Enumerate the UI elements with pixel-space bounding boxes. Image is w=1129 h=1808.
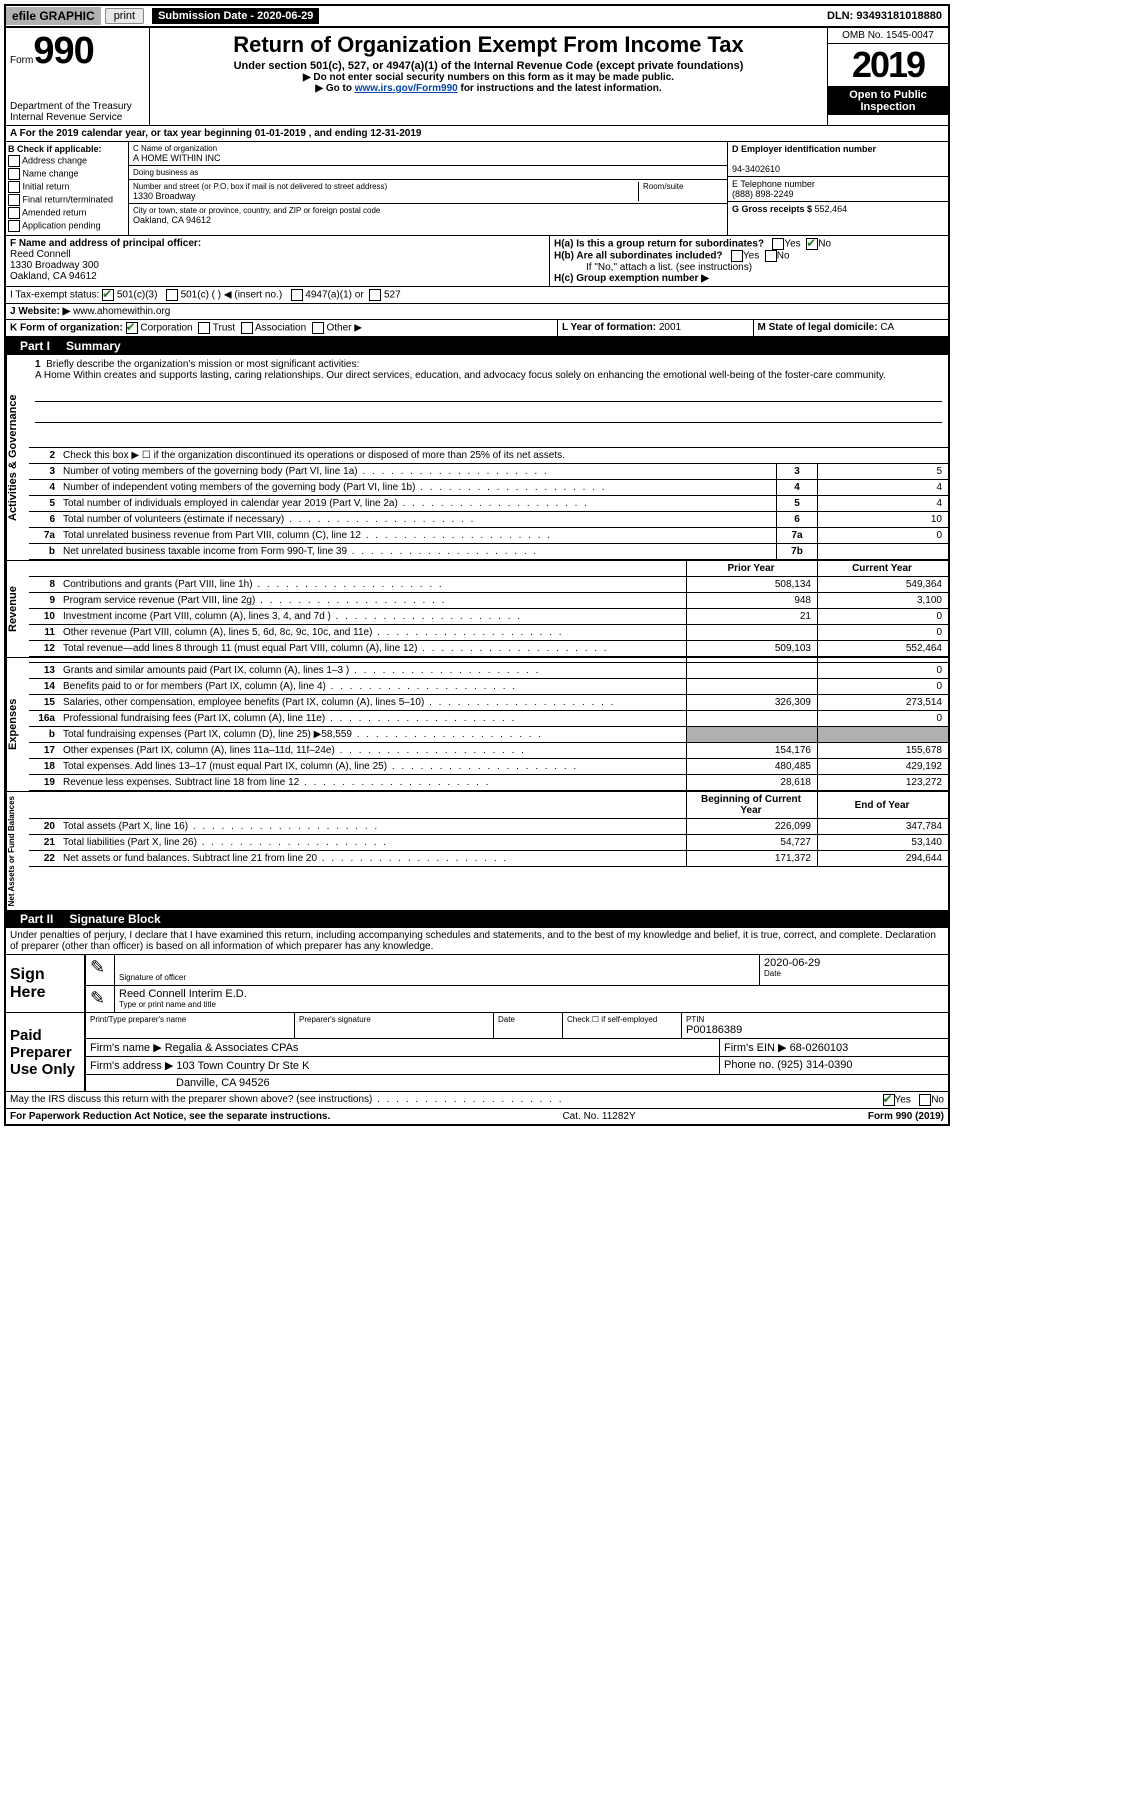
side-expenses: Expenses <box>6 658 29 791</box>
klm-row: K Form of organization: Corporation Trus… <box>6 320 948 337</box>
netassets-table: Beginning of Current YearEnd of Year20To… <box>29 792 948 867</box>
dept-label: Department of the Treasury Internal Reve… <box>10 101 145 123</box>
paid-preparer-block: Paid Preparer Use Only Print/Type prepar… <box>6 1013 948 1092</box>
mission-box: 1 Briefly describe the organization's mi… <box>29 355 948 448</box>
form-subtitle: Under section 501(c), 527, or 4947(a)(1)… <box>154 60 823 72</box>
cb-amended[interactable]: Amended return <box>8 207 126 219</box>
dln: DLN: 93493181018880 <box>821 8 948 24</box>
cb-corp[interactable] <box>126 322 138 334</box>
cb-4947[interactable] <box>291 289 303 301</box>
discuss-no[interactable] <box>919 1094 931 1106</box>
governance-table: 2Check this box ▶ ☐ if the organization … <box>29 448 948 560</box>
officer-name: Reed Connell <box>10 249 71 260</box>
city-state-zip: Oakland, CA 94612 <box>133 215 723 225</box>
summary-expenses: Expenses 13Grants and similar amounts pa… <box>6 657 948 791</box>
col-b-checkboxes: B Check if applicable: Address change Na… <box>6 142 129 235</box>
part2-header: Part II Signature Block <box>6 910 948 928</box>
summary-netassets: Net Assets or Fund Balances Beginning of… <box>6 791 948 910</box>
cb-address-change[interactable]: Address change <box>8 155 126 167</box>
cb-501c[interactable] <box>166 289 178 301</box>
discuss-row: May the IRS discuss this return with the… <box>6 1092 948 1109</box>
gross-receipts: 552,464 <box>815 204 848 214</box>
cb-other[interactable] <box>312 322 324 334</box>
col-c: C Name of organization A HOME WITHIN INC… <box>129 142 727 235</box>
footer: For Paperwork Reduction Act Notice, see … <box>6 1109 948 1124</box>
print-button[interactable]: print <box>105 8 144 24</box>
hb-yes[interactable] <box>731 250 743 262</box>
officer-h-row: F Name and address of principal officer:… <box>6 236 948 287</box>
pen-icon: ✎ <box>86 986 115 1012</box>
cb-name-change[interactable]: Name change <box>8 168 126 180</box>
firm-name: Regalia & Associates CPAs <box>165 1042 299 1054</box>
cb-trust[interactable] <box>198 322 210 334</box>
org-name: A HOME WITHIN INC <box>133 153 723 163</box>
phone: (888) 898-2249 <box>732 189 794 199</box>
section-a: A For the 2019 calendar year, or tax yea… <box>6 126 948 142</box>
ein: 94-3402610 <box>732 164 780 174</box>
firm-addr1: 103 Town Country Dr Ste K <box>176 1060 309 1072</box>
domicile: CA <box>880 322 894 333</box>
declaration: Under penalties of perjury, I declare th… <box>6 928 948 955</box>
open-public-badge: Open to Public Inspection <box>828 87 948 115</box>
summary-revenue: Revenue Prior YearCurrent Year8Contribut… <box>6 560 948 657</box>
website: www.ahomewithin.org <box>73 306 170 317</box>
sign-here-label: Sign Here <box>6 955 86 1012</box>
footer-left: For Paperwork Reduction Act Notice, see … <box>10 1111 330 1122</box>
sign-here-block: Sign Here ✎ Signature of officer 2020-06… <box>6 955 948 1013</box>
side-revenue: Revenue <box>6 561 29 657</box>
year-cell: OMB No. 1545-0047 2019 Open to Public In… <box>827 28 948 125</box>
form-word: Form <box>10 55 33 66</box>
revenue-table: Prior YearCurrent Year8Contributions and… <box>29 561 948 657</box>
footer-right: Form 990 (2019) <box>868 1111 944 1122</box>
tax-status-row: I Tax-exempt status: 501(c)(3) 501(c) ( … <box>6 287 948 304</box>
title-cell: Return of Organization Exempt From Incom… <box>150 28 827 125</box>
ha-no[interactable] <box>806 238 818 250</box>
side-netassets: Net Assets or Fund Balances <box>6 792 29 910</box>
summary-governance: Activities & Governance 1 Briefly descri… <box>6 355 948 560</box>
firm-ein: 68-0260103 <box>790 1042 849 1054</box>
footer-cat: Cat. No. 11282Y <box>330 1111 868 1122</box>
col-d: D Employer identification number 94-3402… <box>727 142 948 235</box>
top-bar: efile GRAPHIC print Submission Date - 20… <box>6 6 948 28</box>
firm-phone: (925) 314-0390 <box>777 1059 852 1071</box>
expenses-table: 13Grants and similar amounts paid (Part … <box>29 658 948 791</box>
entity-block: B Check if applicable: Address change Na… <box>6 142 948 236</box>
firm-addr2: Danville, CA 94526 <box>176 1077 270 1089</box>
cb-assoc[interactable] <box>241 322 253 334</box>
cb-final-return[interactable]: Final return/terminated <box>8 194 126 206</box>
form-number-cell: Form990 Department of the Treasury Inter… <box>6 28 150 125</box>
discuss-yes[interactable] <box>883 1094 895 1106</box>
ha-yes[interactable] <box>772 238 784 250</box>
instruction-line-1: ▶ Do not enter social security numbers o… <box>154 72 823 83</box>
form-number: 990 <box>33 30 93 72</box>
year-formation: 2001 <box>659 322 681 333</box>
cb-initial-return[interactable]: Initial return <box>8 181 126 193</box>
cb-527[interactable] <box>369 289 381 301</box>
form-header: Form990 Department of the Treasury Inter… <box>6 28 948 126</box>
cb-app-pending[interactable]: Application pending <box>8 220 126 232</box>
submission-date: Submission Date - 2020-06-29 <box>152 8 319 24</box>
hb-no[interactable] <box>765 250 777 262</box>
form-container: efile GRAPHIC print Submission Date - 20… <box>4 4 950 1126</box>
officer-signed-name: Reed Connell Interim E.D. <box>119 988 247 1000</box>
cb-501c3[interactable] <box>102 289 114 301</box>
sign-date: 2020-06-29 <box>764 957 820 969</box>
mission-text: A Home Within creates and supports lasti… <box>35 370 886 381</box>
form-title: Return of Organization Exempt From Incom… <box>154 32 823 58</box>
irs-link[interactable]: www.irs.gov/Form990 <box>355 83 458 94</box>
street-address: 1330 Broadway <box>133 191 638 201</box>
side-governance: Activities & Governance <box>6 355 29 560</box>
website-row: J Website: ▶ www.ahomewithin.org <box>6 304 948 320</box>
tax-year: 2019 <box>828 44 948 87</box>
part1-header: Part I Summary <box>6 337 948 355</box>
efile-label: efile GRAPHIC <box>6 7 101 25</box>
pen-icon: ✎ <box>86 955 115 985</box>
instruction-line-2: ▶ Go to www.irs.gov/Form990 for instruct… <box>154 83 823 94</box>
omb-number: OMB No. 1545-0047 <box>828 28 948 44</box>
ptin: P00186389 <box>686 1024 742 1036</box>
paid-preparer-label: Paid Preparer Use Only <box>6 1013 86 1091</box>
